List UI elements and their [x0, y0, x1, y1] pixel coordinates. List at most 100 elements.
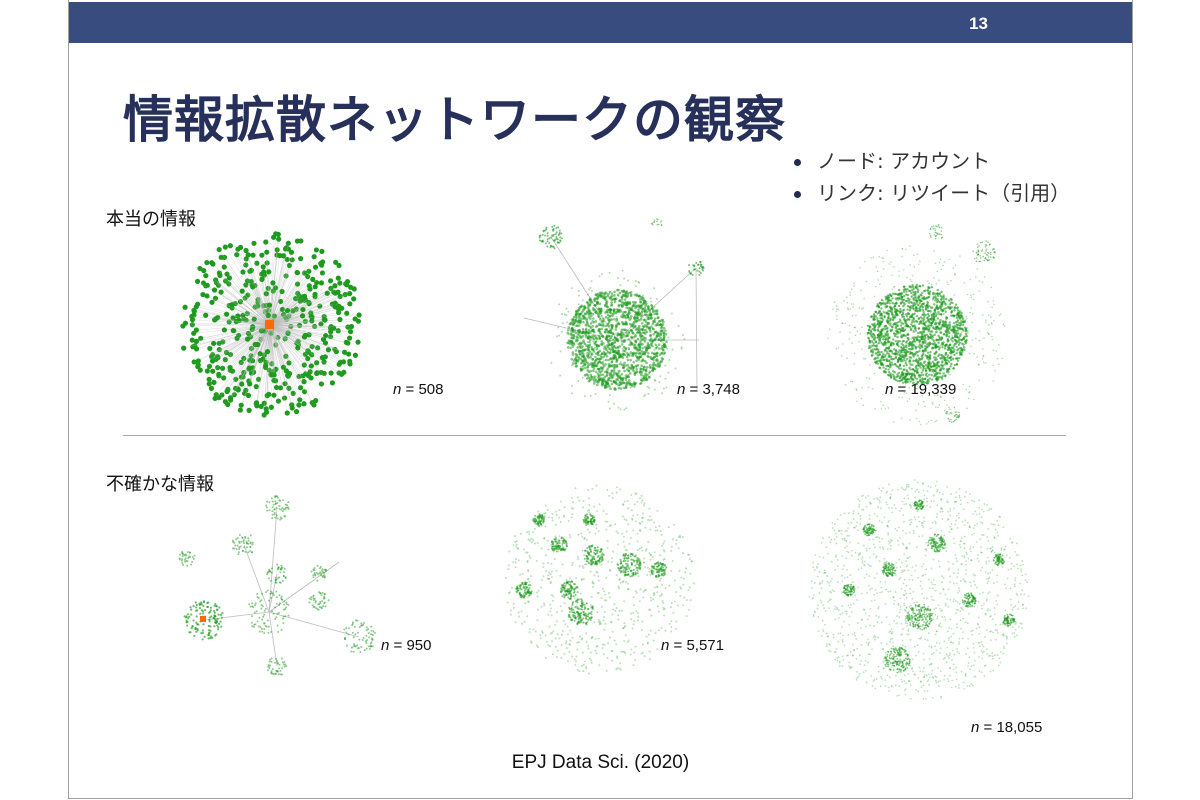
- network-node: [244, 550, 247, 553]
- network-node: [656, 312, 659, 316]
- network-node: [653, 349, 656, 352]
- network-node: [355, 339, 361, 345]
- network-node: [336, 262, 342, 269]
- network-node: [956, 326, 960, 330]
- network-node: [569, 346, 572, 350]
- network-node: [642, 368, 646, 372]
- network-node: [316, 608, 319, 611]
- network-node: [982, 255, 985, 258]
- network-node: [600, 273, 603, 276]
- network-node: [952, 314, 956, 317]
- network-node: [905, 341, 908, 344]
- network-node: [643, 502, 646, 505]
- network-node: [924, 405, 926, 408]
- network-node: [949, 307, 952, 310]
- network-node: [612, 357, 615, 360]
- network-node: [673, 600, 676, 603]
- network-node: [893, 421, 895, 423]
- network-node: [621, 269, 624, 272]
- network-node: [839, 331, 841, 334]
- network-node: [626, 292, 630, 296]
- network-node: [576, 360, 580, 363]
- network-node: [619, 361, 622, 364]
- network-node: [993, 303, 995, 306]
- network-node: [985, 319, 987, 321]
- network-node: [619, 310, 623, 313]
- network-node: [601, 362, 605, 366]
- network-node: [194, 627, 197, 630]
- network-node: [639, 300, 642, 304]
- network-node: [215, 608, 219, 611]
- network-node: [967, 397, 970, 400]
- network-node: [223, 311, 230, 317]
- network-node: [618, 362, 622, 366]
- network-node: [948, 406, 950, 409]
- network-node: [592, 348, 595, 351]
- network-node: [852, 303, 855, 305]
- network-node: [985, 244, 988, 247]
- network-node: [933, 277, 935, 279]
- network-node: [905, 346, 908, 349]
- network-node: [297, 385, 304, 391]
- network-node: [211, 379, 217, 385]
- network-node: [653, 388, 656, 391]
- network-node: [644, 370, 648, 373]
- network-node: [894, 339, 898, 343]
- network-node: [251, 316, 257, 322]
- network-node: [198, 335, 204, 341]
- network-node: [371, 634, 374, 637]
- network-node: [906, 288, 909, 291]
- network-node: [946, 327, 950, 330]
- network-node: [646, 351, 650, 355]
- network-node: [284, 256, 290, 263]
- network-node: [602, 292, 605, 295]
- network-node: [247, 537, 250, 540]
- network-node: [625, 329, 628, 332]
- network-node: [876, 336, 879, 339]
- network-node: [615, 382, 618, 385]
- network-node: [835, 310, 838, 313]
- network-node: [319, 355, 325, 361]
- network-node: [909, 368, 912, 371]
- network-node: [887, 299, 891, 302]
- network-node: [200, 291, 206, 298]
- network-node: [640, 334, 644, 338]
- network-node: [351, 296, 357, 302]
- network-node: [606, 367, 609, 371]
- network-node: [641, 328, 644, 331]
- network-node: [955, 345, 958, 349]
- network-node: [892, 370, 895, 373]
- network-node: [307, 369, 313, 375]
- network-node: [617, 277, 620, 280]
- network-node: [192, 557, 195, 560]
- network-node: [347, 633, 350, 636]
- network-node: [899, 328, 903, 332]
- network-node: [622, 365, 625, 369]
- network-node: [634, 284, 637, 287]
- network-node: [949, 297, 953, 301]
- network-node: [554, 645, 557, 648]
- network-node: [321, 591, 324, 594]
- network-node: [565, 314, 568, 317]
- network-node: [636, 364, 640, 367]
- network-node: [851, 380, 854, 383]
- network-node: [370, 633, 373, 636]
- network-node: [581, 328, 585, 331]
- network-node: [639, 340, 642, 344]
- network-node: [299, 313, 306, 319]
- network-node: [660, 344, 663, 347]
- network-node: [604, 363, 607, 366]
- network-node: [219, 365, 226, 371]
- network-node: [245, 252, 251, 258]
- network-node: [947, 323, 950, 326]
- network-node: [862, 357, 865, 360]
- network-node: [888, 263, 891, 265]
- network-node: [246, 542, 249, 545]
- network-node: [991, 306, 993, 309]
- network-node: [251, 602, 254, 605]
- network-node: [587, 351, 590, 354]
- network-node: [191, 560, 194, 563]
- network-node: [869, 346, 872, 349]
- network-node: [615, 360, 618, 363]
- network-node: [596, 510, 599, 513]
